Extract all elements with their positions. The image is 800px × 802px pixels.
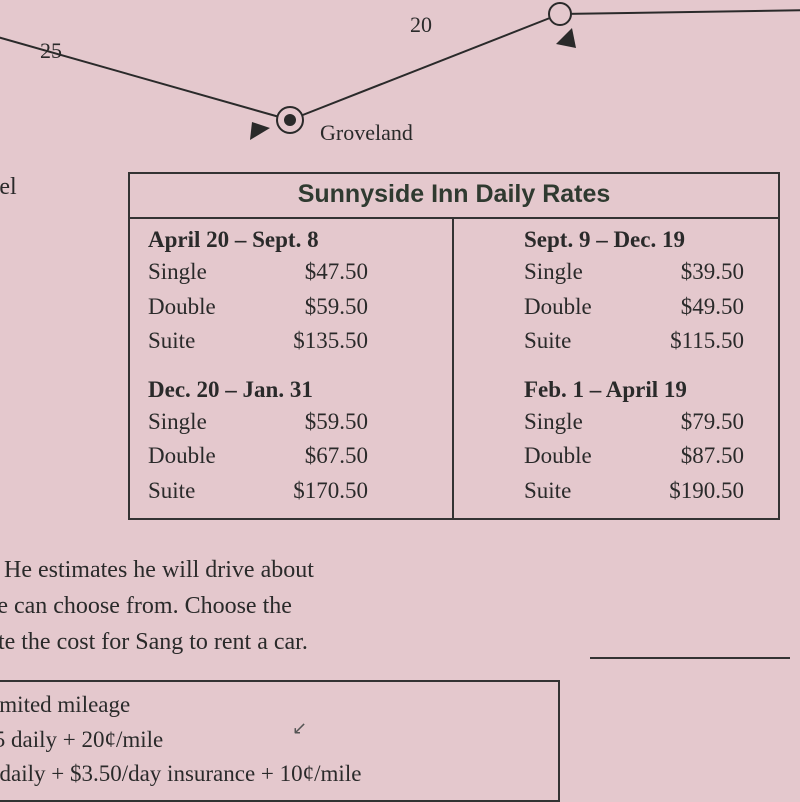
rate-line: Suite$135.50 bbox=[148, 324, 434, 359]
room-price: $190.50 bbox=[634, 474, 744, 509]
rate-period: Dec. 20 – Jan. 31 bbox=[148, 377, 434, 403]
rates-table: Sunnyside Inn Daily Rates April 20 – Sep… bbox=[128, 172, 780, 520]
rate-line: Single$47.50 bbox=[148, 255, 434, 290]
rental-line-3: 19.95 daily + $3.50/day insurance + 10¢/… bbox=[0, 757, 546, 792]
body-paragraph: 5 days. He estimates he will drive about… bbox=[0, 552, 790, 660]
room-price: $67.50 bbox=[258, 439, 368, 474]
map-city-groveland: Groveland bbox=[320, 120, 413, 146]
left-frag-3: he bbox=[0, 240, 120, 275]
rate-period: Sept. 9 – Dec. 19 bbox=[524, 227, 760, 253]
left-frag-4: part bbox=[0, 274, 120, 309]
body-line-3: calculate the cost for Sang to rent a ca… bbox=[0, 624, 790, 660]
room-price: $115.50 bbox=[634, 324, 744, 359]
room-type: Single bbox=[148, 255, 258, 290]
rates-row-2: Dec. 20 – Jan. 31Single$59.50Double$67.5… bbox=[130, 369, 778, 519]
rates-cell-1: Sept. 9 – Dec. 19Single$39.50Double$49.5… bbox=[454, 219, 778, 369]
left-frag-2: is bbox=[0, 205, 120, 240]
rate-line: Double$87.50 bbox=[524, 439, 760, 474]
room-type: Double bbox=[524, 290, 634, 325]
room-type: Double bbox=[148, 290, 258, 325]
room-type: Suite bbox=[148, 324, 258, 359]
handwritten-arrow-icon: ↙ bbox=[292, 718, 307, 739]
left-frag-1: ch hotel bbox=[0, 170, 120, 205]
room-price: $79.50 bbox=[634, 405, 744, 440]
room-type: Suite bbox=[524, 324, 634, 359]
rate-line: Single$39.50 bbox=[524, 255, 760, 290]
map-distance-25: 25 bbox=[40, 38, 62, 64]
left-frag-5: otel bbox=[0, 309, 120, 344]
rate-period: Feb. 1 – April 19 bbox=[524, 377, 760, 403]
room-price: $135.50 bbox=[258, 324, 368, 359]
rates-table-title: Sunnyside Inn Daily Rates bbox=[130, 174, 778, 219]
left-cutoff-text: ch hotel is he part otel al per bbox=[0, 170, 120, 379]
room-price: $47.50 bbox=[258, 255, 368, 290]
rates-row-1: April 20 – Sept. 8Single$47.50Double$59.… bbox=[130, 219, 778, 369]
room-price: $59.50 bbox=[258, 290, 368, 325]
rate-period: April 20 – Sept. 8 bbox=[148, 227, 434, 253]
room-type: Suite bbox=[148, 474, 258, 509]
room-type: Double bbox=[148, 439, 258, 474]
rental-line-1: y, unlimited mileage bbox=[0, 688, 546, 723]
room-type: Single bbox=[148, 405, 258, 440]
room-type: Suite bbox=[524, 474, 634, 509]
rates-cell-3: Feb. 1 – April 19Single$79.50Double$87.5… bbox=[454, 369, 778, 519]
room-price: $49.50 bbox=[634, 290, 744, 325]
rate-line: Single$79.50 bbox=[524, 405, 760, 440]
rental-options-box: y, unlimited mileage $22.95 daily + 20¢/… bbox=[0, 680, 560, 802]
left-frag-6: al per bbox=[0, 344, 120, 379]
map-diagram: 25 20 Groveland bbox=[0, 0, 800, 170]
rate-line: Suite$190.50 bbox=[524, 474, 760, 509]
room-type: Single bbox=[524, 405, 634, 440]
rate-line: Double$49.50 bbox=[524, 290, 760, 325]
room-type: Double bbox=[524, 439, 634, 474]
rates-cell-2: Dec. 20 – Jan. 31Single$59.50Double$67.5… bbox=[130, 369, 454, 519]
body-line-2: ncies he can choose from. Choose the bbox=[0, 588, 790, 624]
room-price: $170.50 bbox=[258, 474, 368, 509]
room-price: $87.50 bbox=[634, 439, 744, 474]
room-type: Single bbox=[524, 255, 634, 290]
answer-blank-line bbox=[590, 657, 790, 659]
rates-cell-0: April 20 – Sept. 8Single$47.50Double$59.… bbox=[130, 219, 454, 369]
rental-line-2: $22.95 daily + 20¢/mile bbox=[0, 723, 546, 758]
room-price: $39.50 bbox=[634, 255, 744, 290]
map-distance-20: 20 bbox=[410, 12, 432, 38]
rate-line: Double$67.50 bbox=[148, 439, 434, 474]
rate-line: Suite$170.50 bbox=[148, 474, 434, 509]
rate-line: Single$59.50 bbox=[148, 405, 434, 440]
body-line-1: 5 days. He estimates he will drive about bbox=[0, 552, 790, 588]
rate-line: Double$59.50 bbox=[148, 290, 434, 325]
rate-line: Suite$115.50 bbox=[524, 324, 760, 359]
room-price: $59.50 bbox=[258, 405, 368, 440]
